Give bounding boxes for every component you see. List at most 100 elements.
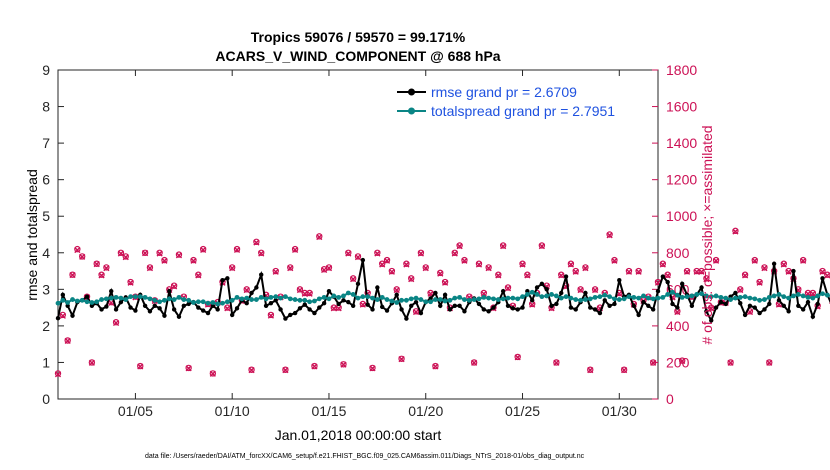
totalspread-point [529,289,535,295]
rmse-point [413,299,419,305]
rmse-point [350,303,356,308]
totalspread-point [602,292,608,298]
possible-obs-point [59,311,67,319]
totalspread-point [587,296,593,302]
rmse-point [307,307,312,312]
possible-obs-point [514,353,521,361]
assimilated-obs-point [112,319,120,327]
totalspread-point [350,292,356,297]
y-right-tick-label: 200 [666,354,690,370]
rmse-point [742,312,748,318]
rmse-point [747,303,753,308]
rmse-point [399,307,404,312]
rmse-point [786,309,791,314]
totalspread-point [302,297,308,303]
rmse-point [573,307,578,312]
totalspread-point [452,295,458,301]
totalspread-point [539,294,545,300]
assimilated-obs-point [611,257,618,264]
possible-obs-point [282,366,289,373]
possible-obs-point [577,286,584,293]
totalspread-point [326,296,332,302]
totalspread-point [694,292,700,297]
possible-obs-point [398,355,405,362]
rmse-point [321,301,327,306]
rmse-point [752,305,757,310]
possible-obs-point [175,251,183,258]
rmse-point [588,305,593,310]
totalspread-point [805,294,811,300]
possible-obs-point [490,304,497,311]
totalspread-point [549,292,554,297]
assimilated-obs-point [495,272,502,279]
rmse-point [675,305,680,310]
rmse-point [176,314,182,319]
y-left-tick-label: 9 [42,62,50,78]
totalspread-point [74,298,80,304]
rmse-point [568,305,574,310]
rmse-point [442,292,448,298]
totalspread-point [597,294,603,300]
rmse-point [781,303,787,308]
possible-obs-point [354,253,362,260]
assimilated-obs-point [248,367,255,374]
possible-obs-point [345,249,352,256]
totalspread-point [703,293,709,299]
assimilated-obs-point [524,272,531,279]
totalspread-point [607,294,613,300]
assimilated-obs-point [374,250,381,257]
rmse-point [341,298,346,303]
legend-spread-marker [408,107,415,115]
rmse-point [205,310,211,316]
chart-title-line2: ACARS_V_WIND_COMPONENT @ 688 hPa [215,48,500,64]
rmse-point [549,303,554,308]
assimilated-obs-point [538,243,545,250]
totalspread-point [181,297,187,302]
totalspread-point [650,296,656,302]
possible-obs-point [127,278,134,286]
totalspread-point [399,297,404,303]
totalspread-point [273,294,279,300]
assimilated-obs-point [471,359,478,366]
assimilated-obs-point [79,253,86,260]
y-right-tick-label: 400 [666,318,690,334]
assimilated-obs-point [316,233,323,241]
assimilated-obs-point [417,250,424,257]
legend-rmse-marker [408,88,415,96]
rmse-point [476,301,482,307]
possible-obs-point [499,242,507,249]
totalspread-point [123,297,129,302]
assimilated-obs-point [422,265,429,272]
possible-obs-point [785,267,792,275]
rmse-point [370,307,375,312]
possible-obs-point [678,357,686,364]
possible-obs-point [732,227,739,235]
assimilated-obs-point [311,363,318,370]
footer-datafile: data file: /Users/raeder/DAI/ATM_forcXX/… [145,453,585,460]
assimilated-obs-point [659,261,666,268]
assimilated-obs-point [161,257,168,264]
assimilated-obs-point [379,261,386,268]
rmse-point [805,299,811,305]
totalspread-point [495,297,501,302]
possible-obs-point [737,286,744,293]
assimilated-obs-point [224,305,231,312]
assimilated-obs-point [340,361,347,368]
rmse-point [418,310,424,316]
totalspread-point [263,296,269,302]
assimilated-obs-point [175,252,183,259]
rmse-point [679,281,685,287]
rmse-point [215,307,220,312]
possible-obs-point [83,293,91,300]
totalspread-point [776,292,782,297]
rmse-point [438,303,443,308]
totalspread-point [215,301,221,307]
totalspread-point [428,299,433,305]
possible-obs-point [291,245,299,253]
rmse-point [220,277,225,283]
assimilated-obs-point [635,268,642,275]
possible-obs-point [349,275,357,282]
rmse-point [500,288,506,294]
totalspread-point [195,299,201,305]
totalspread-point [413,295,419,301]
